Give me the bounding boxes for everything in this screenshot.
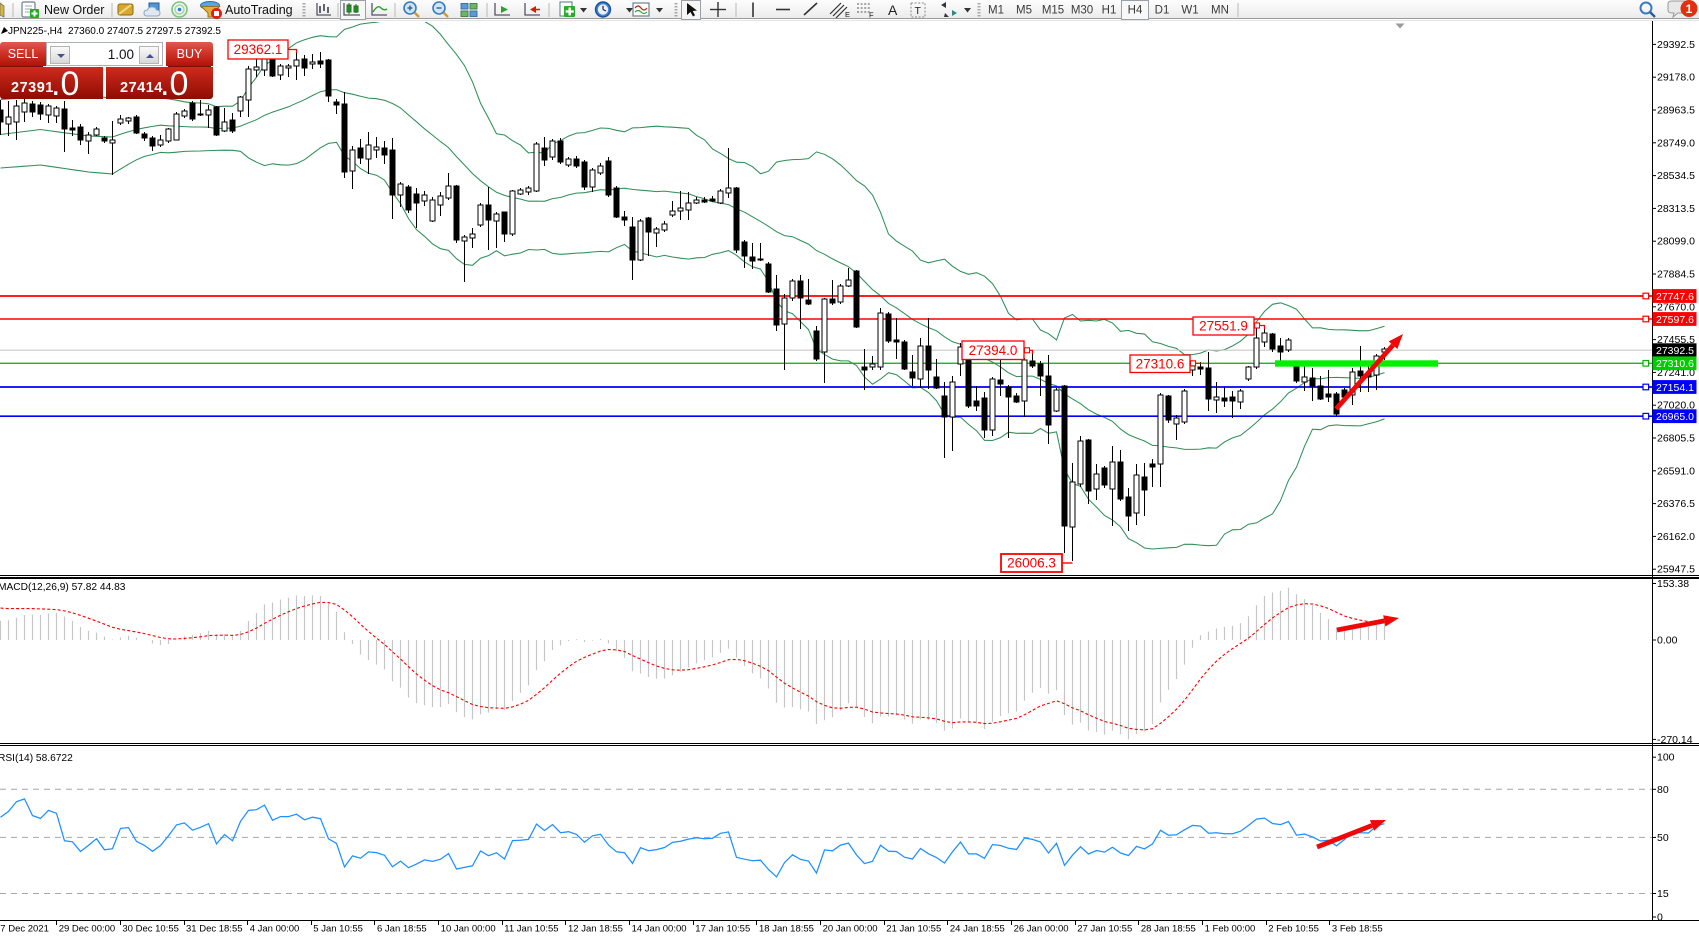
svg-text:18 Jan 18:55: 18 Jan 18:55 xyxy=(759,924,814,935)
svg-text:24 Jan 18:55: 24 Jan 18:55 xyxy=(950,924,1005,935)
svg-text:29362.1: 29362.1 xyxy=(234,42,283,57)
svg-text:29 Dec 00:00: 29 Dec 00:00 xyxy=(59,924,116,935)
svg-text:D1: D1 xyxy=(1155,5,1170,17)
svg-text:5 Jan 10:55: 5 Jan 10:55 xyxy=(313,924,363,935)
svg-text:27394.0: 27394.0 xyxy=(969,343,1018,358)
svg-text:29392.5: 29392.5 xyxy=(1657,39,1695,51)
svg-text:A: A xyxy=(888,2,898,18)
svg-text:28099.0: 28099.0 xyxy=(1657,236,1695,248)
svg-text:31 Dec 18:55: 31 Dec 18:55 xyxy=(186,924,243,935)
svg-text:29178.0: 29178.0 xyxy=(1657,72,1695,84)
svg-text:14 Jan 00:00: 14 Jan 00:00 xyxy=(632,924,687,935)
svg-text:W1: W1 xyxy=(1181,5,1198,17)
svg-text:11 Jan 10:55: 11 Jan 10:55 xyxy=(504,924,558,935)
svg-text:30 Dec 10:55: 30 Dec 10:55 xyxy=(122,924,179,935)
svg-text:AutoTrading: AutoTrading xyxy=(225,3,293,17)
svg-text:2 Feb 10:55: 2 Feb 10:55 xyxy=(1268,924,1319,935)
svg-text:100: 100 xyxy=(1657,752,1675,764)
svg-text:12 Jan 18:55: 12 Jan 18:55 xyxy=(568,924,623,935)
svg-text:28534.5: 28534.5 xyxy=(1657,170,1695,182)
svg-text:26376.5: 26376.5 xyxy=(1657,498,1695,510)
svg-text:1: 1 xyxy=(1686,2,1693,16)
svg-text:27 Dec 2021: 27 Dec 2021 xyxy=(0,924,49,935)
svg-text:28 Jan 18:55: 28 Jan 18:55 xyxy=(1141,924,1196,935)
svg-text:28963.5: 28963.5 xyxy=(1657,105,1695,117)
svg-text:27310.6: 27310.6 xyxy=(1656,358,1694,370)
svg-text:25947.5: 25947.5 xyxy=(1657,564,1695,576)
svg-text:27884.5: 27884.5 xyxy=(1657,269,1695,281)
svg-text:21 Jan 10:55: 21 Jan 10:55 xyxy=(886,924,941,935)
svg-text:M15: M15 xyxy=(1042,5,1064,17)
svg-text:T: T xyxy=(915,5,922,17)
svg-text:20 Jan 00:00: 20 Jan 00:00 xyxy=(823,924,878,935)
svg-text:153.38: 153.38 xyxy=(1657,578,1689,590)
svg-text:M5: M5 xyxy=(1016,5,1032,17)
svg-text:26965.0: 26965.0 xyxy=(1656,411,1694,423)
svg-text:27310.6: 27310.6 xyxy=(1136,356,1185,371)
svg-text:26162.0: 26162.0 xyxy=(1657,531,1695,543)
svg-text:3 Feb 18:55: 3 Feb 18:55 xyxy=(1332,924,1383,935)
svg-text:E: E xyxy=(845,10,850,19)
svg-text:0.00: 0.00 xyxy=(1657,635,1678,647)
svg-text:27455.5: 27455.5 xyxy=(1657,334,1695,346)
svg-text:27392.5: 27392.5 xyxy=(1656,345,1694,357)
svg-text:F: F xyxy=(869,11,874,20)
svg-text:M1: M1 xyxy=(988,5,1004,17)
svg-text:M30: M30 xyxy=(1071,5,1093,17)
svg-text:27747.6: 27747.6 xyxy=(1656,291,1694,303)
svg-text:27 Jan 10:55: 27 Jan 10:55 xyxy=(1077,924,1132,935)
svg-text:28313.5: 28313.5 xyxy=(1657,203,1695,215)
svg-text:10 Jan 00:00: 10 Jan 00:00 xyxy=(441,924,496,935)
svg-text:50: 50 xyxy=(1657,832,1669,844)
svg-text:27551.9: 27551.9 xyxy=(1199,319,1248,334)
svg-text:6 Jan 18:55: 6 Jan 18:55 xyxy=(377,924,427,935)
svg-text:New Order: New Order xyxy=(44,3,104,17)
svg-text:4 Jan 00:00: 4 Jan 00:00 xyxy=(250,924,300,935)
svg-text:H1: H1 xyxy=(1102,5,1117,17)
svg-text:80: 80 xyxy=(1657,784,1669,796)
svg-text:26591.0: 26591.0 xyxy=(1657,465,1695,477)
svg-text:H4: H4 xyxy=(1128,5,1143,17)
svg-text:MN: MN xyxy=(1211,5,1229,17)
svg-text:26006.3: 26006.3 xyxy=(1007,556,1056,571)
svg-text:27020.0: 27020.0 xyxy=(1657,400,1695,412)
svg-text:26805.5: 26805.5 xyxy=(1657,433,1695,445)
svg-text:17 Jan 10:55: 17 Jan 10:55 xyxy=(695,924,750,935)
svg-text:28749.0: 28749.0 xyxy=(1657,137,1695,149)
svg-text:27670.0: 27670.0 xyxy=(1657,301,1695,313)
svg-text:27154.1: 27154.1 xyxy=(1656,382,1694,394)
svg-text:1 Feb 00:00: 1 Feb 00:00 xyxy=(1205,924,1256,935)
svg-text:0: 0 xyxy=(1657,912,1663,924)
svg-text:26 Jan 00:00: 26 Jan 00:00 xyxy=(1014,924,1069,935)
svg-text:27597.6: 27597.6 xyxy=(1656,314,1694,326)
svg-text:15: 15 xyxy=(1657,888,1669,900)
